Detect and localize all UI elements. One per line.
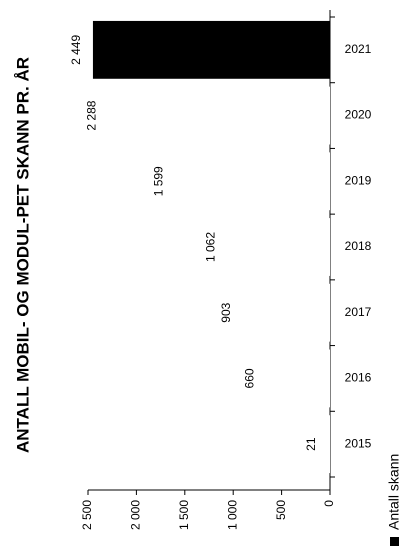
chart-title: ANTALL MOBIL- OG MODUL-PET SKANN PR. ÅR: [13, 57, 32, 453]
data-label: 1 599: [151, 166, 165, 196]
data-label: 1 062: [203, 232, 217, 262]
data-label: 2 449: [69, 35, 83, 65]
bar: [175, 152, 330, 211]
x-tick-label: 2021: [345, 42, 372, 56]
bar: [266, 349, 330, 408]
data-label: 2 288: [85, 100, 99, 130]
data-label: 21: [304, 437, 318, 451]
y-tick-label: 500: [274, 500, 288, 520]
bar: [108, 86, 330, 145]
data-label: 903: [219, 302, 233, 322]
x-tick-label: 2016: [345, 371, 372, 385]
y-tick-label: 2 500: [80, 500, 94, 530]
bar: [242, 283, 330, 342]
x-tick-label: 2015: [345, 436, 372, 450]
y-tick-label: 1 000: [225, 500, 239, 530]
y-tick-label: 2 000: [129, 500, 143, 530]
bar: [327, 415, 330, 474]
legend-swatch: [390, 537, 399, 546]
y-tick-label: 0: [322, 500, 336, 507]
bar: [92, 20, 330, 79]
x-tick-label: 2017: [345, 305, 372, 319]
x-tick-label: 2019: [345, 173, 372, 187]
legend-label: Antall skann: [386, 454, 402, 530]
data-label: 660: [242, 368, 256, 388]
x-tick-label: 2018: [345, 239, 372, 253]
bar: [227, 218, 330, 276]
x-tick-label: 2020: [345, 108, 372, 122]
y-tick-label: 1 500: [177, 500, 191, 530]
